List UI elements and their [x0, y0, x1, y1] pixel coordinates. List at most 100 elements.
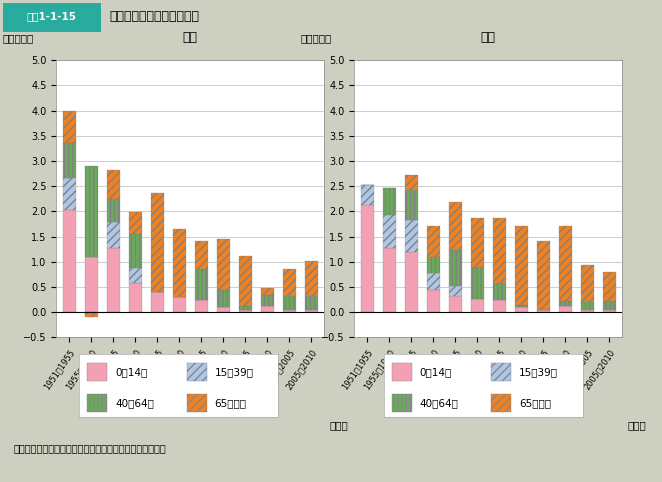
- Bar: [261, 287, 274, 295]
- Bar: [361, 205, 374, 312]
- Text: 0～14歳: 0～14歳: [420, 367, 452, 377]
- Bar: [427, 290, 440, 312]
- Bar: [195, 241, 208, 269]
- Bar: [107, 170, 120, 200]
- Bar: [383, 248, 396, 312]
- Bar: [383, 188, 396, 215]
- Bar: [514, 305, 528, 307]
- Text: 平均寿命の延びの要因分解: 平均寿命の延びの要因分解: [109, 10, 199, 23]
- Bar: [581, 265, 594, 302]
- Bar: [129, 268, 142, 283]
- Bar: [449, 286, 462, 296]
- Text: 40～64歳: 40～64歳: [420, 398, 459, 408]
- Text: 延び（年）: 延び（年）: [301, 34, 332, 43]
- Text: （年）: （年）: [628, 420, 646, 430]
- Bar: [493, 283, 506, 300]
- Bar: [392, 363, 412, 381]
- Bar: [3, 3, 101, 32]
- Text: 延び（年）: 延び（年）: [3, 34, 34, 43]
- Bar: [173, 297, 186, 312]
- Bar: [427, 273, 440, 290]
- Bar: [261, 306, 274, 312]
- Bar: [63, 144, 76, 178]
- Bar: [85, 257, 98, 312]
- Text: 資料：国立社会保障・人口問題研究所「人口統計資料集」: 資料：国立社会保障・人口問題研究所「人口統計資料集」: [13, 443, 166, 453]
- Bar: [471, 268, 484, 299]
- Bar: [129, 234, 142, 268]
- Bar: [283, 310, 296, 312]
- Bar: [493, 218, 506, 283]
- Bar: [559, 301, 572, 306]
- Bar: [602, 310, 616, 312]
- Bar: [239, 306, 252, 310]
- Bar: [449, 296, 462, 312]
- Bar: [239, 310, 252, 312]
- Bar: [216, 239, 230, 290]
- Bar: [187, 394, 207, 412]
- Bar: [383, 215, 396, 248]
- Bar: [449, 250, 462, 286]
- Bar: [107, 222, 120, 248]
- Bar: [87, 363, 107, 381]
- Bar: [129, 213, 142, 234]
- Bar: [63, 178, 76, 211]
- Bar: [173, 229, 186, 297]
- Bar: [87, 394, 107, 412]
- Text: 15～39歳: 15～39歳: [214, 367, 254, 377]
- Bar: [261, 295, 274, 306]
- Bar: [85, 166, 98, 257]
- Bar: [581, 302, 594, 310]
- Bar: [107, 200, 120, 222]
- Bar: [239, 256, 252, 306]
- Bar: [427, 257, 440, 273]
- Text: 0～14歳: 0～14歳: [115, 367, 148, 377]
- Bar: [151, 292, 164, 312]
- Bar: [581, 310, 594, 312]
- Bar: [305, 310, 318, 312]
- Bar: [361, 185, 374, 205]
- Bar: [514, 226, 528, 305]
- Bar: [216, 307, 230, 312]
- Text: 40～64歳: 40～64歳: [115, 398, 154, 408]
- Text: 65歳以上: 65歳以上: [214, 398, 246, 408]
- Bar: [305, 295, 318, 310]
- Bar: [151, 193, 164, 292]
- Bar: [491, 394, 511, 412]
- Bar: [514, 307, 528, 312]
- Bar: [537, 241, 549, 310]
- Text: 男性: 男性: [183, 31, 198, 43]
- Bar: [404, 220, 418, 252]
- Bar: [471, 299, 484, 312]
- Bar: [471, 218, 484, 268]
- Bar: [559, 306, 572, 312]
- Bar: [305, 261, 318, 295]
- Bar: [491, 363, 511, 381]
- Bar: [537, 310, 549, 312]
- Bar: [392, 394, 412, 412]
- Bar: [493, 300, 506, 312]
- Bar: [559, 226, 572, 301]
- Bar: [602, 272, 616, 301]
- Bar: [404, 175, 418, 190]
- Text: （年）: （年）: [330, 420, 348, 430]
- Bar: [216, 290, 230, 307]
- Text: 女性: 女性: [481, 31, 496, 43]
- Text: 65歳以上: 65歳以上: [519, 398, 551, 408]
- Bar: [283, 269, 296, 295]
- Bar: [427, 226, 440, 257]
- Bar: [602, 301, 616, 310]
- Bar: [195, 300, 208, 312]
- Bar: [187, 363, 207, 381]
- Bar: [404, 252, 418, 312]
- Bar: [63, 111, 76, 144]
- Text: 図表1-1-15: 図表1-1-15: [26, 12, 77, 22]
- Bar: [107, 248, 120, 312]
- Bar: [283, 295, 296, 310]
- Bar: [129, 283, 142, 312]
- Bar: [449, 202, 462, 250]
- Bar: [195, 269, 208, 300]
- Text: 15～39歳: 15～39歳: [519, 367, 558, 377]
- Bar: [404, 190, 418, 220]
- Bar: [63, 211, 76, 312]
- Bar: [85, 312, 98, 317]
